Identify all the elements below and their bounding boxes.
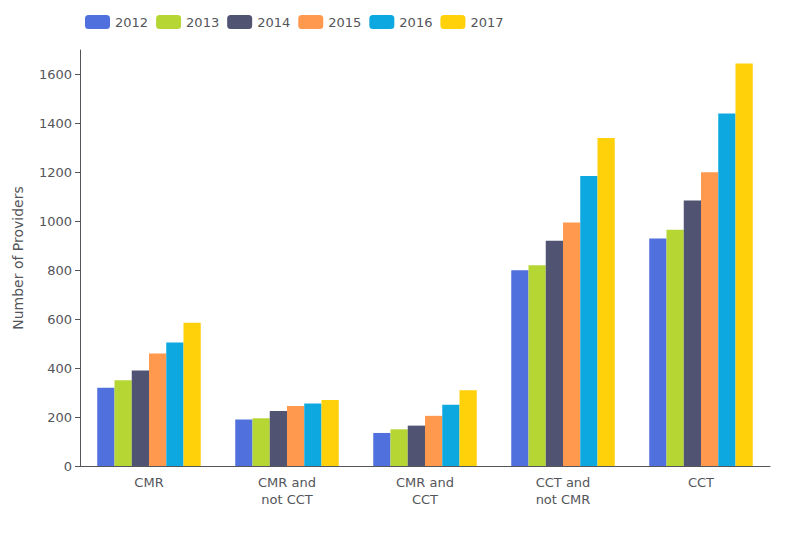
svg-text:not CCT: not CCT [261, 492, 313, 507]
svg-text:1200: 1200 [39, 165, 72, 180]
svg-text:800: 800 [47, 263, 72, 278]
svg-text:CMR and: CMR and [396, 475, 454, 490]
svg-text:CCT: CCT [412, 492, 438, 507]
svg-text:Number of Providers: Number of Providers [10, 186, 26, 330]
svg-text:0: 0 [64, 459, 72, 474]
svg-text:2016: 2016 [399, 15, 432, 30]
svg-text:CMR and: CMR and [258, 475, 316, 490]
svg-text:not CMR: not CMR [536, 492, 591, 507]
svg-text:2015: 2015 [328, 15, 361, 30]
svg-text:2013: 2013 [186, 15, 219, 30]
svg-text:600: 600 [47, 312, 72, 327]
svg-text:1400: 1400 [39, 116, 72, 131]
svg-text:1000: 1000 [39, 214, 72, 229]
svg-text:2014: 2014 [257, 15, 290, 30]
svg-text:CMR: CMR [134, 475, 163, 490]
svg-text:2012: 2012 [115, 15, 148, 30]
svg-text:200: 200 [47, 410, 72, 425]
svg-text:2017: 2017 [470, 15, 503, 30]
svg-text:CCT: CCT [688, 475, 714, 490]
svg-text:CCT and: CCT and [536, 475, 591, 490]
svg-text:1600: 1600 [39, 67, 72, 82]
svg-text:400: 400 [47, 361, 72, 376]
